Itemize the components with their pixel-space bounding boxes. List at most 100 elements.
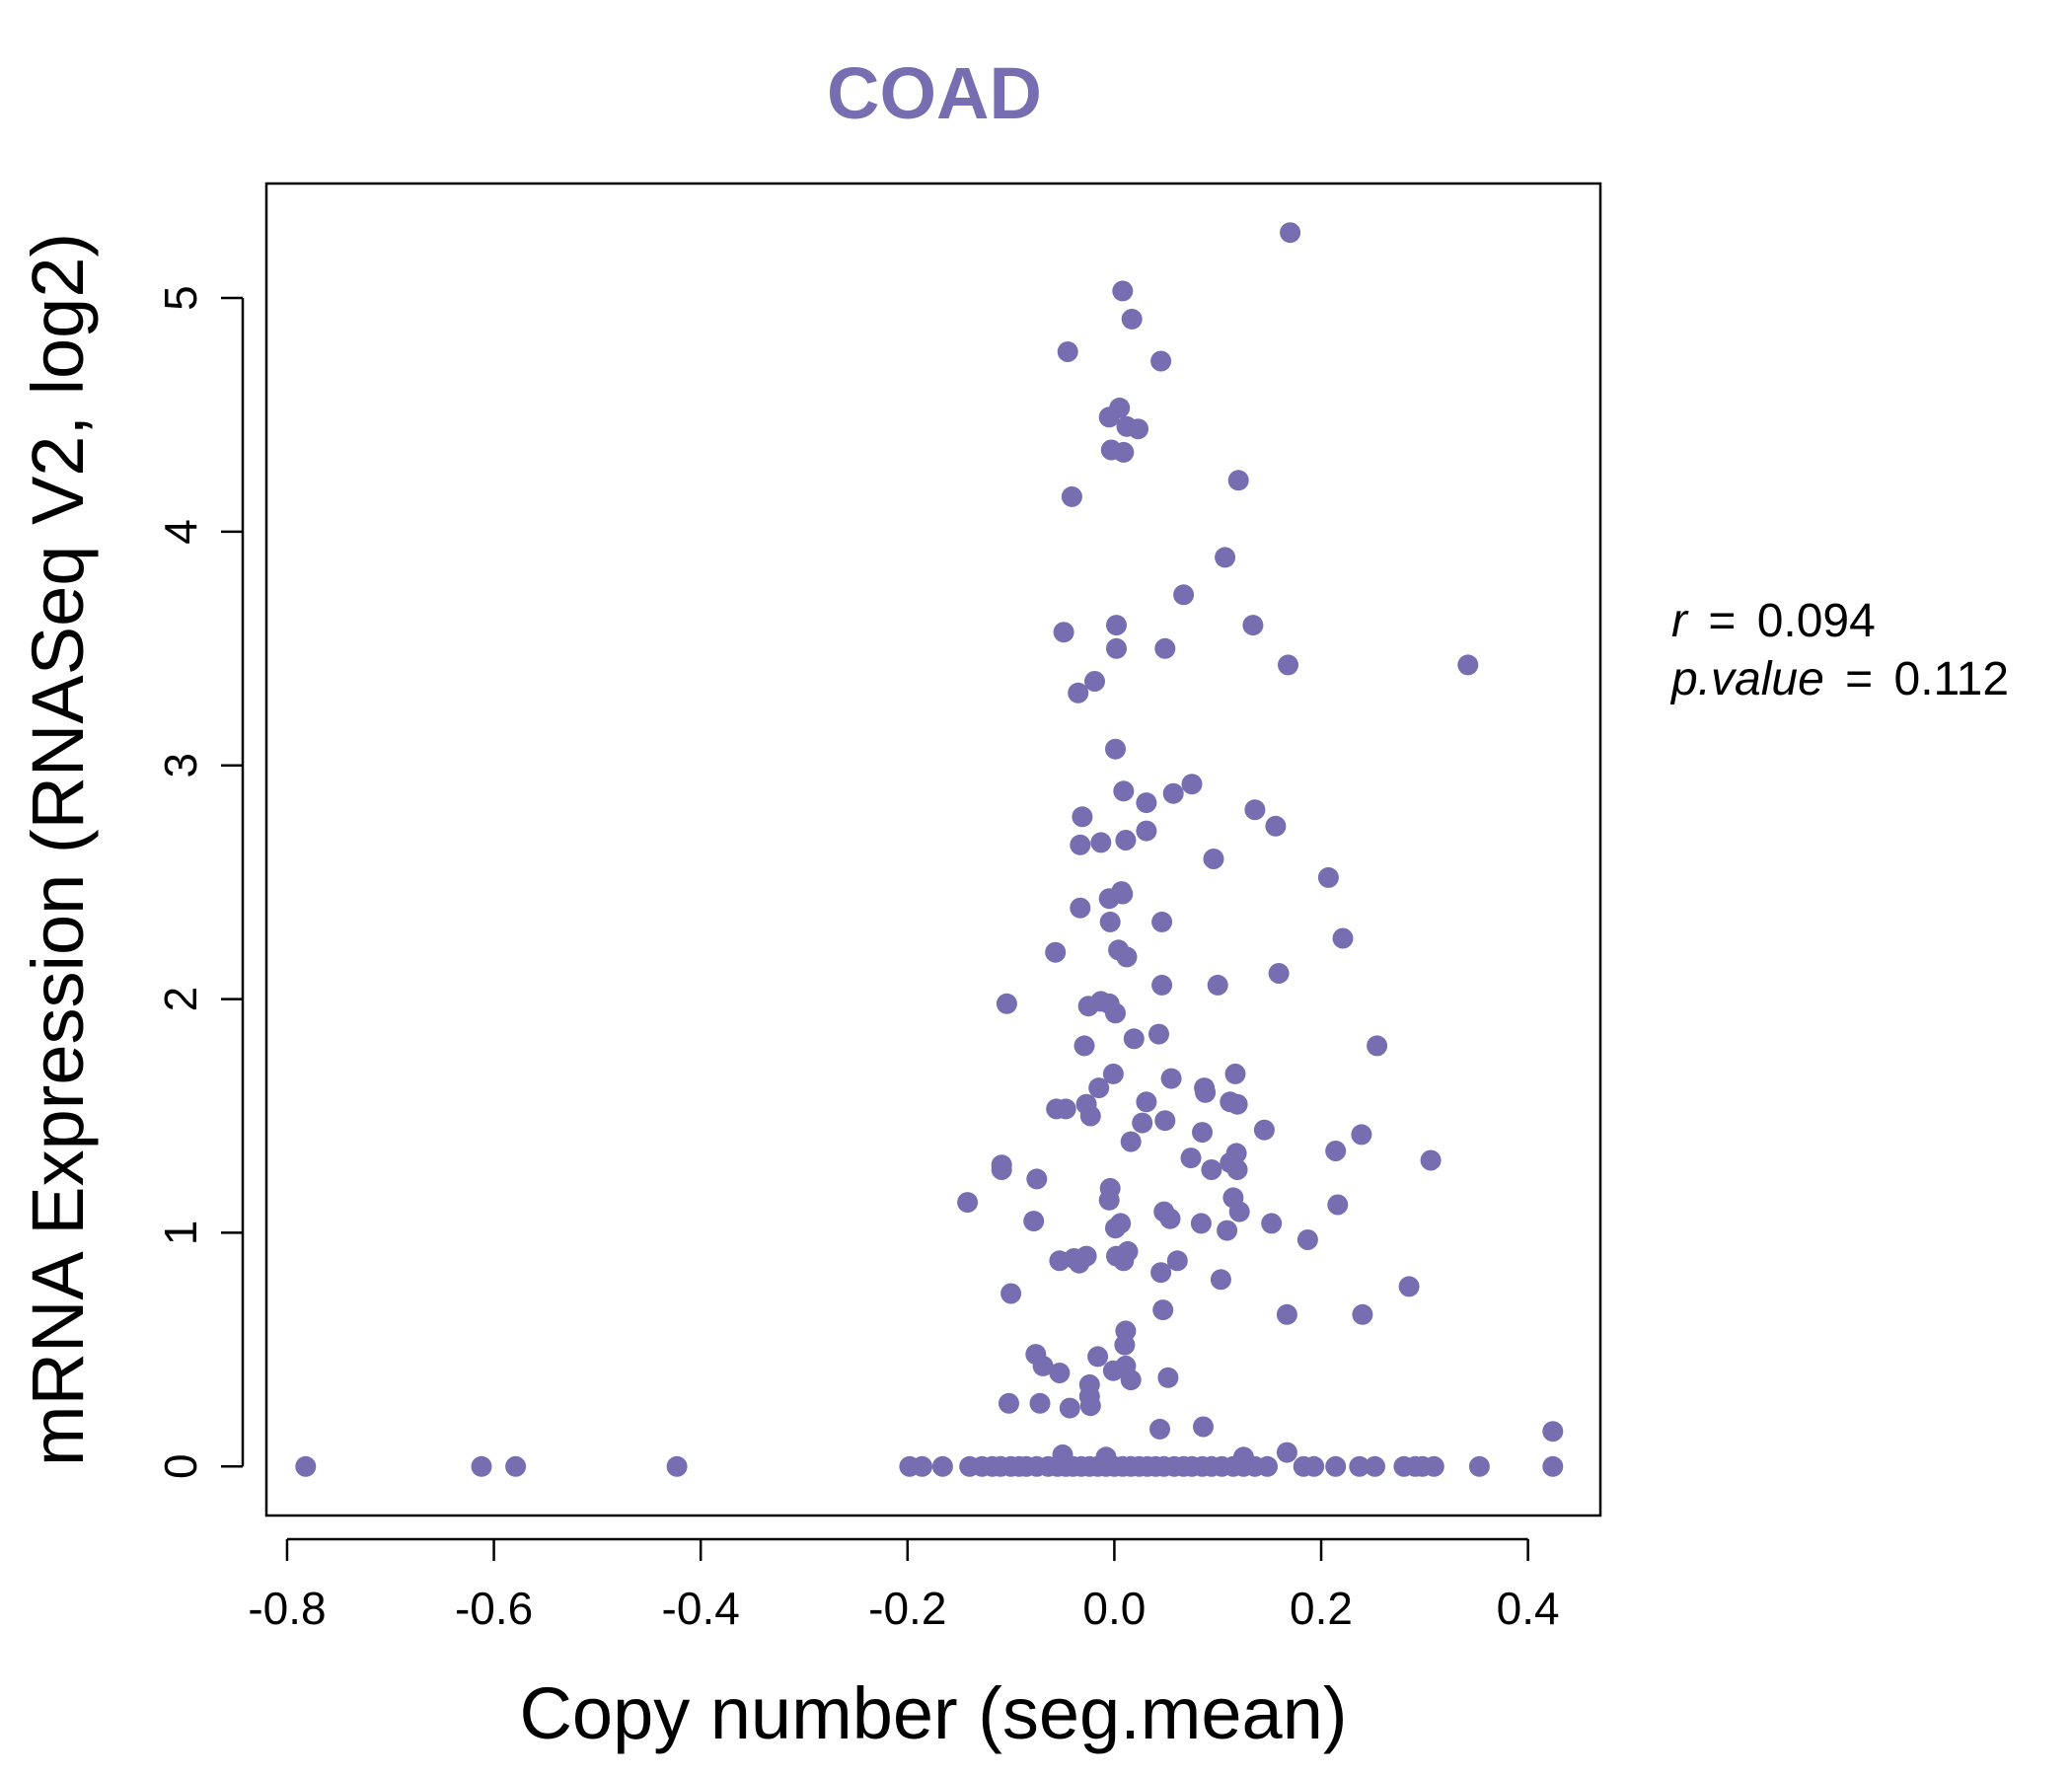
data-point <box>1120 1131 1142 1152</box>
data-point <box>1070 834 1091 855</box>
data-point <box>1099 911 1121 932</box>
data-point <box>1106 637 1127 659</box>
y-axis-label: mRNA Expression (RNASeq V2, log2) <box>17 233 99 1466</box>
data-point <box>1154 637 1176 659</box>
data-point <box>1317 866 1339 888</box>
data-point <box>1032 1355 1054 1376</box>
data-point <box>1349 1455 1370 1477</box>
data-point <box>1070 897 1091 919</box>
data-point <box>1098 1189 1120 1211</box>
data-point <box>1398 1276 1420 1297</box>
x-axis: -0.8 -0.6 -0.4 -0.2 0.0 0.2 0.4 <box>248 1537 1560 1634</box>
data-point <box>1157 1367 1179 1388</box>
data-point <box>1105 1218 1126 1239</box>
data-point <box>1296 1229 1318 1250</box>
p-value: 0.112 <box>1894 653 2010 705</box>
data-point <box>666 1455 688 1477</box>
data-point <box>1280 222 1301 244</box>
data-point <box>996 993 1017 1014</box>
data-point <box>295 1455 317 1477</box>
data-point <box>1210 1269 1231 1291</box>
chart-title: COAD <box>827 52 1042 134</box>
data-point <box>1150 350 1172 372</box>
data-point <box>1160 1068 1182 1089</box>
y-tick-label: 2 <box>155 987 206 1012</box>
data-point <box>1332 927 1354 949</box>
plot-frame <box>264 182 1602 1517</box>
data-point <box>1073 1035 1095 1057</box>
data-point <box>957 1192 979 1214</box>
data-point <box>1265 815 1287 837</box>
data-point <box>1257 1455 1278 1477</box>
data-point <box>1173 584 1195 606</box>
data-point <box>1098 407 1120 428</box>
data-point <box>1088 1077 1110 1099</box>
y-axis: 0 1 2 3 4 5 <box>155 285 245 1479</box>
data-point <box>1193 1416 1214 1438</box>
data-point <box>1327 1194 1349 1216</box>
data-point <box>1244 799 1266 821</box>
data-point <box>1061 485 1082 507</box>
data-point <box>1542 1455 1564 1477</box>
p-label: p.value <box>1669 653 1824 705</box>
data-point <box>1224 1063 1246 1084</box>
data-point <box>1121 308 1143 330</box>
data-point <box>1105 1002 1126 1024</box>
data-point <box>505 1455 527 1477</box>
data-point <box>1084 671 1105 692</box>
data-point <box>1090 832 1112 853</box>
data-point <box>1068 682 1089 703</box>
data-point <box>1166 1250 1188 1272</box>
data-point <box>1365 1455 1385 1477</box>
data-point <box>1113 780 1135 802</box>
data-point <box>1162 782 1184 804</box>
data-point <box>1228 1201 1250 1222</box>
data-point <box>1457 654 1479 676</box>
data-point <box>1149 1418 1170 1440</box>
data-point <box>1420 1149 1442 1171</box>
data-point <box>1046 1098 1068 1120</box>
x-tick-label: -0.8 <box>248 1583 326 1634</box>
data-point <box>1072 806 1093 828</box>
data-point <box>912 1455 932 1477</box>
y-tick-label: 5 <box>155 285 206 311</box>
svg-text:p.value = 0.112: p.value = 0.112 <box>1669 653 2009 705</box>
data-point <box>1079 1105 1101 1127</box>
data-point <box>1112 280 1134 302</box>
data-point <box>1059 1397 1080 1419</box>
correlation-annotation: r = 0.094 p.value = 0.112 <box>1669 595 2009 705</box>
data-point <box>1123 1028 1145 1050</box>
data-point <box>1152 1299 1174 1321</box>
data-point <box>1159 1208 1181 1229</box>
data-point <box>1207 974 1228 996</box>
data-point <box>1325 1141 1347 1161</box>
data-point <box>1105 738 1126 760</box>
data-point <box>1468 1455 1490 1477</box>
data-point <box>1106 615 1127 636</box>
data-point <box>1226 1159 1248 1180</box>
x-tick-label: 0.0 <box>1082 1583 1146 1634</box>
data-point <box>1203 849 1224 869</box>
data-point <box>1000 1283 1022 1304</box>
data-point <box>1201 1159 1222 1180</box>
data-point <box>1367 1035 1388 1057</box>
data-points <box>295 222 1564 1477</box>
x-tick-label: 0.2 <box>1290 1583 1353 1634</box>
data-point <box>1128 418 1148 440</box>
data-point <box>999 1392 1019 1414</box>
data-point <box>1150 1262 1172 1284</box>
data-point <box>1278 654 1298 676</box>
data-point <box>1136 792 1157 814</box>
data-point <box>1352 1303 1373 1325</box>
x-axis-label: Copy number (seg.mean) <box>519 1672 1347 1754</box>
data-point <box>1242 615 1264 636</box>
data-point <box>1227 470 1249 491</box>
y-tick-label: 0 <box>155 1453 206 1479</box>
y-tick-label: 3 <box>155 753 206 778</box>
data-point <box>1215 547 1236 568</box>
x-tick-label: 0.4 <box>1497 1583 1560 1634</box>
data-point <box>1049 1363 1071 1383</box>
data-point <box>1029 1392 1051 1414</box>
y-tick-label: 1 <box>155 1221 206 1246</box>
